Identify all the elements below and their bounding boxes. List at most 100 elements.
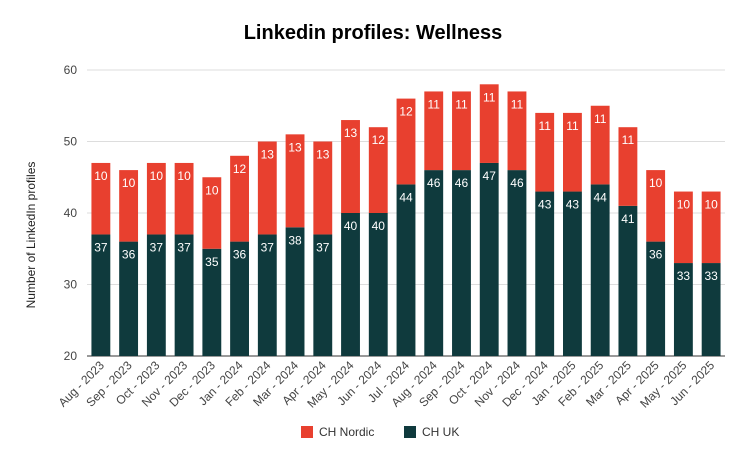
data-label-ch-uk: 33	[677, 269, 691, 283]
data-label-ch-nordic: 12	[399, 105, 413, 119]
data-label-ch-uk: 37	[94, 240, 108, 254]
bar-ch-nordic	[341, 120, 360, 213]
data-label-ch-uk: 35	[205, 255, 219, 269]
data-label-ch-nordic: 11	[511, 97, 524, 111]
bar-ch-uk	[673, 263, 693, 356]
bar-ch-nordic	[479, 84, 499, 163]
bars	[91, 84, 721, 356]
data-label-ch-uk: 46	[427, 176, 441, 190]
bar-ch-uk	[368, 213, 388, 356]
bar-ch-uk	[285, 227, 305, 356]
bar-ch-nordic	[91, 162, 111, 235]
bar-ch-nordic	[424, 91, 444, 171]
bar-ch-uk	[257, 234, 277, 356]
data-label-ch-nordic: 11	[538, 119, 551, 133]
bar-ch-uk	[590, 184, 610, 356]
data-label-ch-uk: 36	[122, 248, 136, 262]
bar-ch-uk	[563, 191, 582, 356]
data-label-ch-uk: 46	[510, 176, 524, 190]
bar-ch-nordic	[452, 91, 471, 171]
data-label-ch-uk: 44	[593, 190, 607, 204]
bar-ch-uk	[424, 170, 444, 356]
data-label-ch-uk: 33	[704, 269, 718, 283]
bar-ch-nordic	[590, 105, 610, 185]
bar-ch-uk	[479, 162, 499, 356]
bar-ch-nordic	[618, 127, 638, 206]
data-label-ch-nordic: 13	[316, 148, 330, 162]
bar-ch-uk	[174, 234, 194, 356]
bar-ch-nordic	[701, 191, 721, 264]
bar-ch-uk	[313, 234, 333, 356]
data-label-ch-uk: 40	[372, 219, 386, 233]
bar-ch-uk	[618, 205, 638, 356]
bar-ch-nordic	[563, 112, 582, 192]
bar-ch-nordic	[646, 170, 666, 242]
legend-swatch-ch-uk	[404, 426, 416, 438]
data-label-ch-nordic: 10	[150, 169, 164, 183]
data-label-ch-nordic: 13	[261, 148, 275, 162]
bar-ch-nordic	[202, 177, 222, 249]
data-label-ch-uk: 46	[455, 176, 469, 190]
data-label-ch-nordic: 10	[205, 183, 219, 197]
legend-label-ch-nordic: CH Nordic	[319, 425, 374, 439]
data-label-ch-uk: 38	[288, 233, 302, 247]
bar-ch-nordic	[396, 98, 416, 185]
data-labels: 37 10 36 10 37 10 37 10 35 10 36 12 37 13 38 13 37 13 40 13…	[94, 90, 718, 283]
y-tick-label: 60	[64, 63, 78, 77]
y-tick-label: 40	[64, 206, 78, 220]
data-label-ch-nordic: 11	[428, 97, 441, 111]
bar-ch-nordic	[119, 170, 139, 242]
y-tick-label: 30	[64, 278, 78, 292]
data-label-ch-nordic: 12	[233, 162, 247, 176]
bar-ch-uk	[701, 263, 721, 356]
data-label-ch-uk: 43	[538, 198, 552, 212]
bar-ch-uk	[646, 241, 666, 356]
y-tick-label: 50	[64, 135, 78, 149]
data-label-ch-nordic: 11	[455, 97, 468, 111]
legend-swatch-ch-nordic	[301, 426, 313, 438]
bar-ch-nordic	[507, 91, 527, 171]
bar-ch-uk	[119, 241, 139, 356]
bar-ch-nordic	[174, 162, 194, 235]
data-label-ch-nordic: 13	[288, 140, 302, 154]
y-tick-label: 20	[64, 349, 78, 363]
data-label-ch-uk: 47	[483, 169, 497, 183]
bar-ch-nordic	[257, 141, 277, 235]
data-label-ch-nordic: 10	[649, 176, 663, 190]
data-label-ch-nordic: 11	[594, 112, 607, 126]
bar-ch-nordic	[673, 191, 693, 264]
bar-ch-uk	[230, 241, 249, 356]
data-label-ch-nordic: 11	[622, 133, 635, 147]
data-label-ch-uk: 37	[177, 240, 191, 254]
chart-title: Linkedin profiles: Wellness	[243, 22, 503, 44]
bar-ch-uk	[507, 170, 527, 356]
data-label-ch-nordic: 10	[177, 169, 191, 183]
data-label-ch-nordic: 10	[122, 176, 136, 190]
bar-ch-nordic	[146, 162, 166, 235]
y-axis-ticks: 20 30 40 50 60	[64, 63, 78, 363]
data-label-ch-nordic: 12	[372, 133, 386, 147]
data-label-ch-nordic: 10	[677, 198, 691, 212]
y-axis-title: Number of LinkedIn profiles	[24, 162, 38, 309]
legend-label-ch-uk: CH UK	[422, 425, 459, 439]
bar-ch-nordic	[285, 134, 305, 228]
data-label-ch-uk: 41	[621, 212, 635, 226]
bar-ch-uk	[146, 234, 166, 356]
legend: CH Nordic CH UK	[301, 425, 459, 439]
data-label-ch-nordic: 11	[483, 90, 496, 104]
bar-ch-nordic	[313, 141, 333, 235]
data-label-ch-uk: 36	[233, 248, 247, 262]
data-label-ch-uk: 37	[316, 240, 330, 254]
data-label-ch-nordic: 13	[344, 126, 358, 140]
data-label-ch-uk: 44	[399, 190, 413, 204]
bar-ch-uk	[452, 170, 471, 356]
bar-ch-uk	[91, 234, 111, 356]
data-label-ch-uk: 40	[344, 219, 358, 233]
bar-ch-uk	[341, 213, 360, 356]
bar-ch-uk	[396, 184, 416, 356]
data-label-ch-uk: 37	[150, 240, 164, 254]
bar-ch-nordic	[535, 112, 555, 192]
